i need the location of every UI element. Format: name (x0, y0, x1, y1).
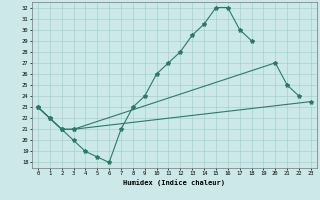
X-axis label: Humidex (Indice chaleur): Humidex (Indice chaleur) (124, 179, 225, 186)
